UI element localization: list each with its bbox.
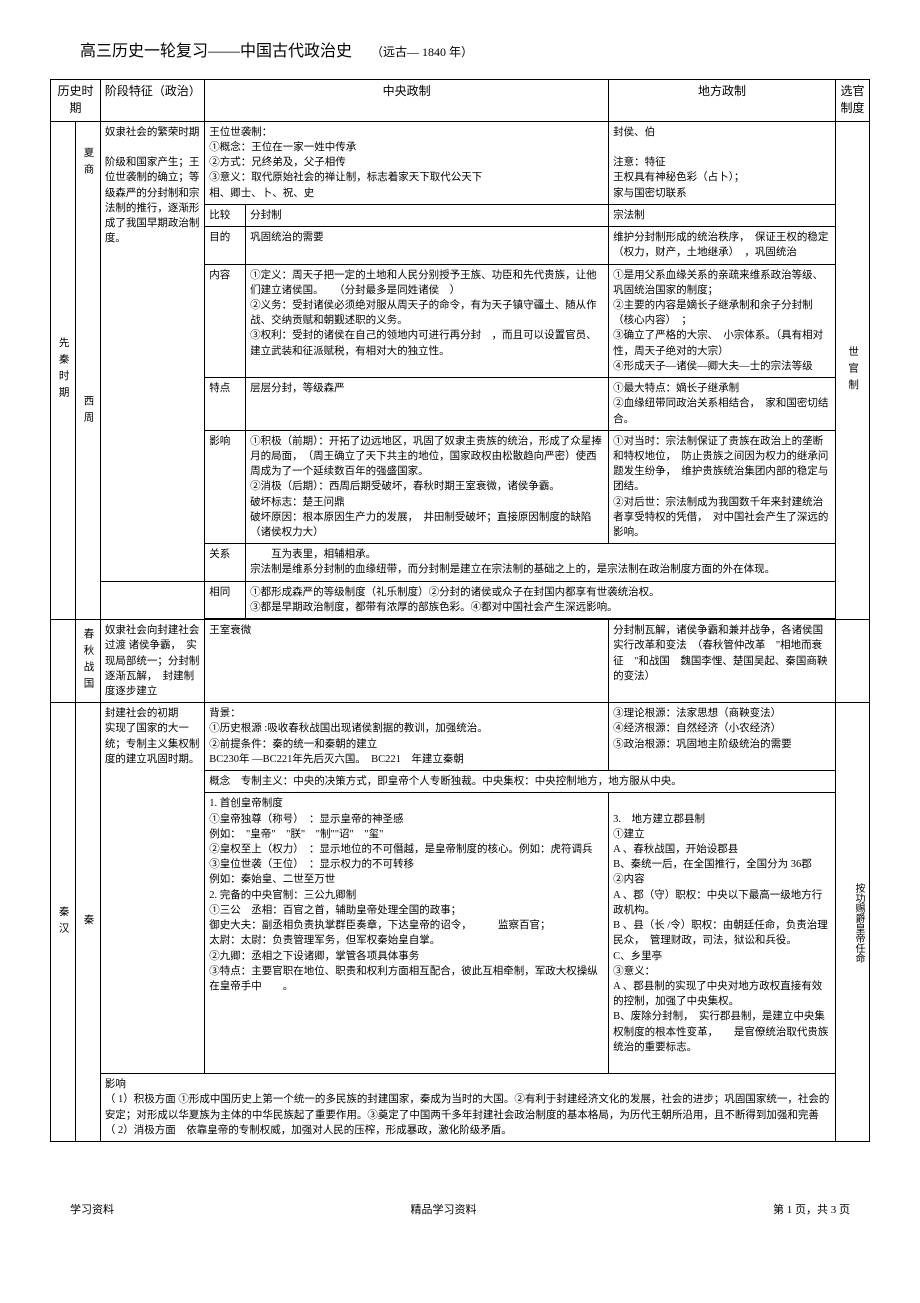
local-wangwei: 封侯、伯 注意：特征 王权具有神秘色彩（占卜）； 家与国密切联系 [609, 121, 836, 204]
mudi-label: 目的 [205, 227, 246, 264]
xt-txt: ①都形成森严的等级制度（礼乐制度）②分封的诸侯或众子在封国内都享有世袭统治权。 … [246, 581, 836, 618]
td-label: 特点 [205, 378, 246, 431]
qin-central: 1. 首创皇帝制度 ①皇帝独尊（称号） ：显示皇帝的神圣感 例如： "皇帝" "… [205, 793, 609, 1074]
mudi-zf: 维护分封制形成的统治秩序， 保证王权的稳定（权力，财产，土地继承） ，巩固统治 [609, 227, 836, 264]
cq-central: 王室衰微 [205, 620, 609, 703]
qin-yx: 影响 （ 1）积极方面 ①形成中国历史上第一个统一的多民族的封建国家，秦成为当时… [100, 1074, 835, 1142]
mudi-ff: 巩固统治的需要 [246, 227, 609, 264]
era-xizhou: 西周 [75, 204, 100, 619]
cmp-zongfa: 宗法制 [609, 204, 836, 226]
qin-bg: 背景： ①历史根源 :吸收春秋战国出现诸侯割据的教训，加强统治。 ②前提条件：秦… [205, 703, 609, 771]
nr-label: 内容 [205, 264, 246, 378]
qin-official: 按功赐爵皇帝任命 [850, 883, 865, 963]
era-xianqin: 先秦时期 [51, 121, 76, 619]
cq-stage: 奴隶社会向封建社会过渡 诸侯争霸， 实现局部统一；分封制逐渐瓦解， 封建制度逐步… [100, 620, 204, 703]
title-main: 高三历史一轮复习——中国古代政治史 [80, 43, 352, 60]
hdr-stage: 阶段特征（政治） [100, 80, 204, 122]
gx-label: 关系 [205, 544, 246, 581]
row-chunqiu: 春秋战国 奴隶社会向封建社会过渡 诸侯争霸， 实现局部统一；分封制逐渐瓦解， 封… [51, 620, 870, 703]
qin-local: 3. 地方建立郡县制 ①建立 A 、春秋战国，开始设郡县 B、秦统一后，在全国推… [609, 793, 836, 1074]
row-qin-yingxiang: 影响 （ 1）积极方面 ①形成中国历史上第一个统一的多民族的封建国家，秦成为当时… [51, 1074, 870, 1142]
era-qinhan: 秦汉 [51, 703, 76, 1142]
central-wangwei: 王位世袭制： ①概念：王位在一家一姓中传承 ②方式：兄终弟及，父子相传 ③意义：… [205, 121, 609, 204]
cq-local: 分封制瓦解，诸侯争霸和兼并战争，各诸侯国实行改革和变法 （春秋管仲改革 "相地而… [609, 620, 836, 703]
page-title: 高三历史一轮复习——中国古代政治史 （远古— 1840 年） [50, 40, 870, 64]
row-xiangtong: 相同 ①都形成森严的等级制度（礼乐制度）②分封的诸侯或众子在封国内都享有世袭统治… [51, 581, 870, 618]
row-qin-bg: 秦汉 秦 封建社会的初期 实现了国家的大一统；专制主义集权制度的建立巩固时期。 … [51, 703, 870, 771]
nr-zf: ①是用父系血缘关系的亲疏来维系政治等级、巩固统治国家的制度； ②主要的内容是嫡长… [609, 264, 836, 378]
hdr-local: 地方政制 [609, 80, 836, 122]
hdr-central: 中央政制 [205, 80, 609, 122]
cmp-label: 比较 [205, 204, 246, 226]
qin-stage: 封建社会的初期 实现了国家的大一统；专制主义集权制度的建立巩固时期。 [100, 703, 204, 1074]
qin-gainian: 概念 专制主义：中央的决策方式，即皇帝个人专断独裁。中央集权：中央控制地方，地方… [205, 771, 836, 793]
cmp-fenfeng: 分封制 [246, 204, 609, 226]
era-qin: 秦 [75, 703, 100, 1142]
table-header-row: 历史时期 阶段特征（政治） 中央政制 地方政制 选官制度 [51, 80, 870, 122]
yx-label: 影响 [205, 430, 246, 544]
footer-center: 精品学习资料 [411, 1202, 477, 1219]
hdr-official: 选官制度 [835, 80, 869, 122]
history-table: 历史时期 阶段特征（政治） 中央政制 地方政制 选官制度 先秦时期 夏商 奴隶社… [50, 79, 870, 1142]
era-xia-shang: 夏商 [75, 121, 100, 204]
hdr-era: 历史时期 [51, 80, 101, 122]
yx-zf: ①对当时：宗法制保证了贵族在政治上的垄断和特权地位， 防止贵族之间因为权力的继承… [609, 430, 836, 544]
stage-empty [100, 581, 204, 619]
td-zf: ①最大特点：嫡长子继承制 ②血缘纽带同政治关系相结合， 家和国密切结合。 [609, 378, 836, 431]
official-shiguan: 世官制 [835, 121, 869, 619]
page-footer: 学习资料 精品学习资料 第 1 页，共 3 页 [50, 1202, 870, 1219]
qin-bg-r: ③理论根源：法家思想（商鞅变法） ④经济根源：自然经济（小农经济） ⑤政治根源：… [609, 703, 836, 771]
td-ff: 层层分封，等级森严 [246, 378, 609, 431]
title-sub: （远古— 1840 年） [371, 45, 473, 59]
nr-ff: ①定义：周天子把一定的土地和人民分别授予王族、功臣和先代贵族，让他们建立诸侯国。… [246, 264, 609, 378]
yx-ff: ①积极（前期）：开拓了边远地区，巩固了奴隶主贵族的统治，形成了众星捧月的局面， … [246, 430, 609, 544]
xt-label: 相同 [205, 581, 246, 618]
footer-right: 第 1 页，共 3 页 [773, 1202, 850, 1219]
era-chunqiu: 春秋战国 [75, 620, 100, 703]
gx-txt: 互为表里，相辅相承。 宗法制是维系分封制的血缘纽带，而分封制是建立在宗法制的基础… [246, 544, 836, 581]
footer-left: 学习资料 [70, 1202, 114, 1219]
stage-xia: 奴隶社会的繁荣时期 阶级和国家产生；王位世袭制的确立；等级森严的分封制和宗法制的… [100, 121, 204, 581]
row-xia-shang: 先秦时期 夏商 奴隶社会的繁荣时期 阶级和国家产生；王位世袭制的确立；等级森严的… [51, 121, 870, 204]
